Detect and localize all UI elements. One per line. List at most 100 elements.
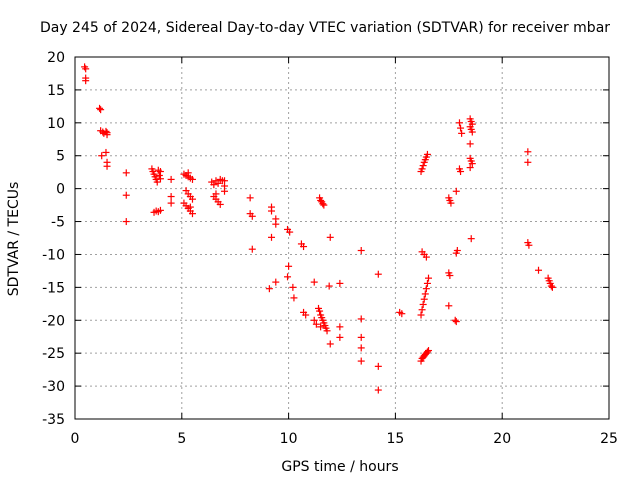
data-point <box>122 169 130 177</box>
data-point <box>188 175 196 183</box>
data-point <box>374 362 382 370</box>
data-point <box>156 206 164 214</box>
data-point <box>457 124 465 132</box>
data-point <box>320 201 328 209</box>
data-point <box>466 164 474 172</box>
axis-ticks: 0 5 10 15 20 25 20 15 10 5 0 -5 -10 -15 -20 -25 -30 -35 <box>42 50 618 447</box>
data-point <box>188 195 196 203</box>
data-point <box>155 171 163 179</box>
data-point <box>96 104 104 112</box>
data-point <box>468 128 476 136</box>
data-point <box>357 357 365 365</box>
data-point <box>310 278 318 286</box>
data-point <box>547 282 555 290</box>
data-point <box>268 207 276 215</box>
data-point <box>268 233 276 241</box>
data-point <box>310 316 318 324</box>
data-point <box>167 199 175 207</box>
data-point <box>452 249 460 257</box>
data-point <box>357 344 365 352</box>
data-point <box>548 283 556 291</box>
data-point <box>417 311 425 319</box>
data-point <box>423 279 431 287</box>
data-point <box>451 316 459 324</box>
data-point <box>419 162 427 170</box>
data-point <box>248 212 256 220</box>
data-point <box>423 348 431 356</box>
data-point <box>336 323 344 331</box>
data-point <box>446 272 454 280</box>
data-point <box>210 181 218 189</box>
data-point <box>284 273 292 281</box>
data-point <box>452 187 460 195</box>
data-point <box>186 203 194 211</box>
data-point <box>265 285 273 293</box>
data-point <box>323 327 331 335</box>
data-point <box>272 278 280 286</box>
data-point <box>248 245 256 253</box>
data-point <box>425 347 433 355</box>
data-point <box>325 282 333 290</box>
data-point <box>357 247 365 255</box>
data-point <box>418 165 426 173</box>
x-tick-label: 10 <box>280 431 298 447</box>
data-point <box>184 169 192 177</box>
data-point <box>167 193 175 201</box>
y-tick-label: 0 <box>56 182 65 198</box>
data-point <box>326 340 334 348</box>
plot-frame <box>74 56 610 420</box>
y-tick-label: -5 <box>51 215 65 231</box>
data-point <box>421 290 429 298</box>
y-tick-label: -30 <box>42 379 65 395</box>
data-point <box>445 302 453 310</box>
data-point <box>188 210 196 218</box>
y-tick-label: 20 <box>47 50 65 66</box>
data-point <box>167 175 175 183</box>
y-tick-label: -10 <box>42 247 65 263</box>
data-point <box>317 323 325 331</box>
data-point <box>286 228 294 236</box>
data-point <box>398 310 406 318</box>
y-tick-label: -35 <box>42 412 65 428</box>
data-point <box>103 131 111 139</box>
data-point <box>336 333 344 341</box>
x-tick-label: 20 <box>493 431 511 447</box>
data-point <box>98 152 106 160</box>
data-point <box>153 178 161 186</box>
x-tick-label: 0 <box>71 431 80 447</box>
data-point <box>221 187 229 195</box>
data-point <box>457 168 465 176</box>
data-point <box>357 333 365 341</box>
data-point <box>535 266 543 274</box>
chart-title: Day 245 of 2024, Sidereal Day-to-day VTE… <box>40 20 610 36</box>
data-point <box>103 162 111 170</box>
data-point <box>467 235 475 243</box>
data-point <box>212 190 220 198</box>
data-point <box>425 274 433 282</box>
data-point <box>374 270 382 278</box>
y-tick-label: -20 <box>42 313 65 329</box>
data-point <box>422 285 430 293</box>
data-point <box>82 77 90 85</box>
data-point <box>419 300 427 308</box>
data-point <box>524 158 532 166</box>
data-point <box>82 65 90 73</box>
data-points <box>81 63 556 394</box>
data-point <box>99 128 107 136</box>
data-point <box>122 191 130 199</box>
data-point <box>289 283 297 291</box>
data-point <box>357 315 365 323</box>
data-point <box>216 200 224 208</box>
data-point <box>316 307 324 315</box>
y-tick-label: 10 <box>47 116 65 132</box>
x-tick-label: 15 <box>386 431 404 447</box>
data-point <box>97 106 105 114</box>
data-point <box>525 241 533 249</box>
x-tick-label: 25 <box>600 431 618 447</box>
data-point <box>447 199 455 207</box>
data-point <box>214 179 222 187</box>
data-point <box>319 200 327 208</box>
data-point <box>272 220 280 228</box>
data-point <box>285 262 293 270</box>
